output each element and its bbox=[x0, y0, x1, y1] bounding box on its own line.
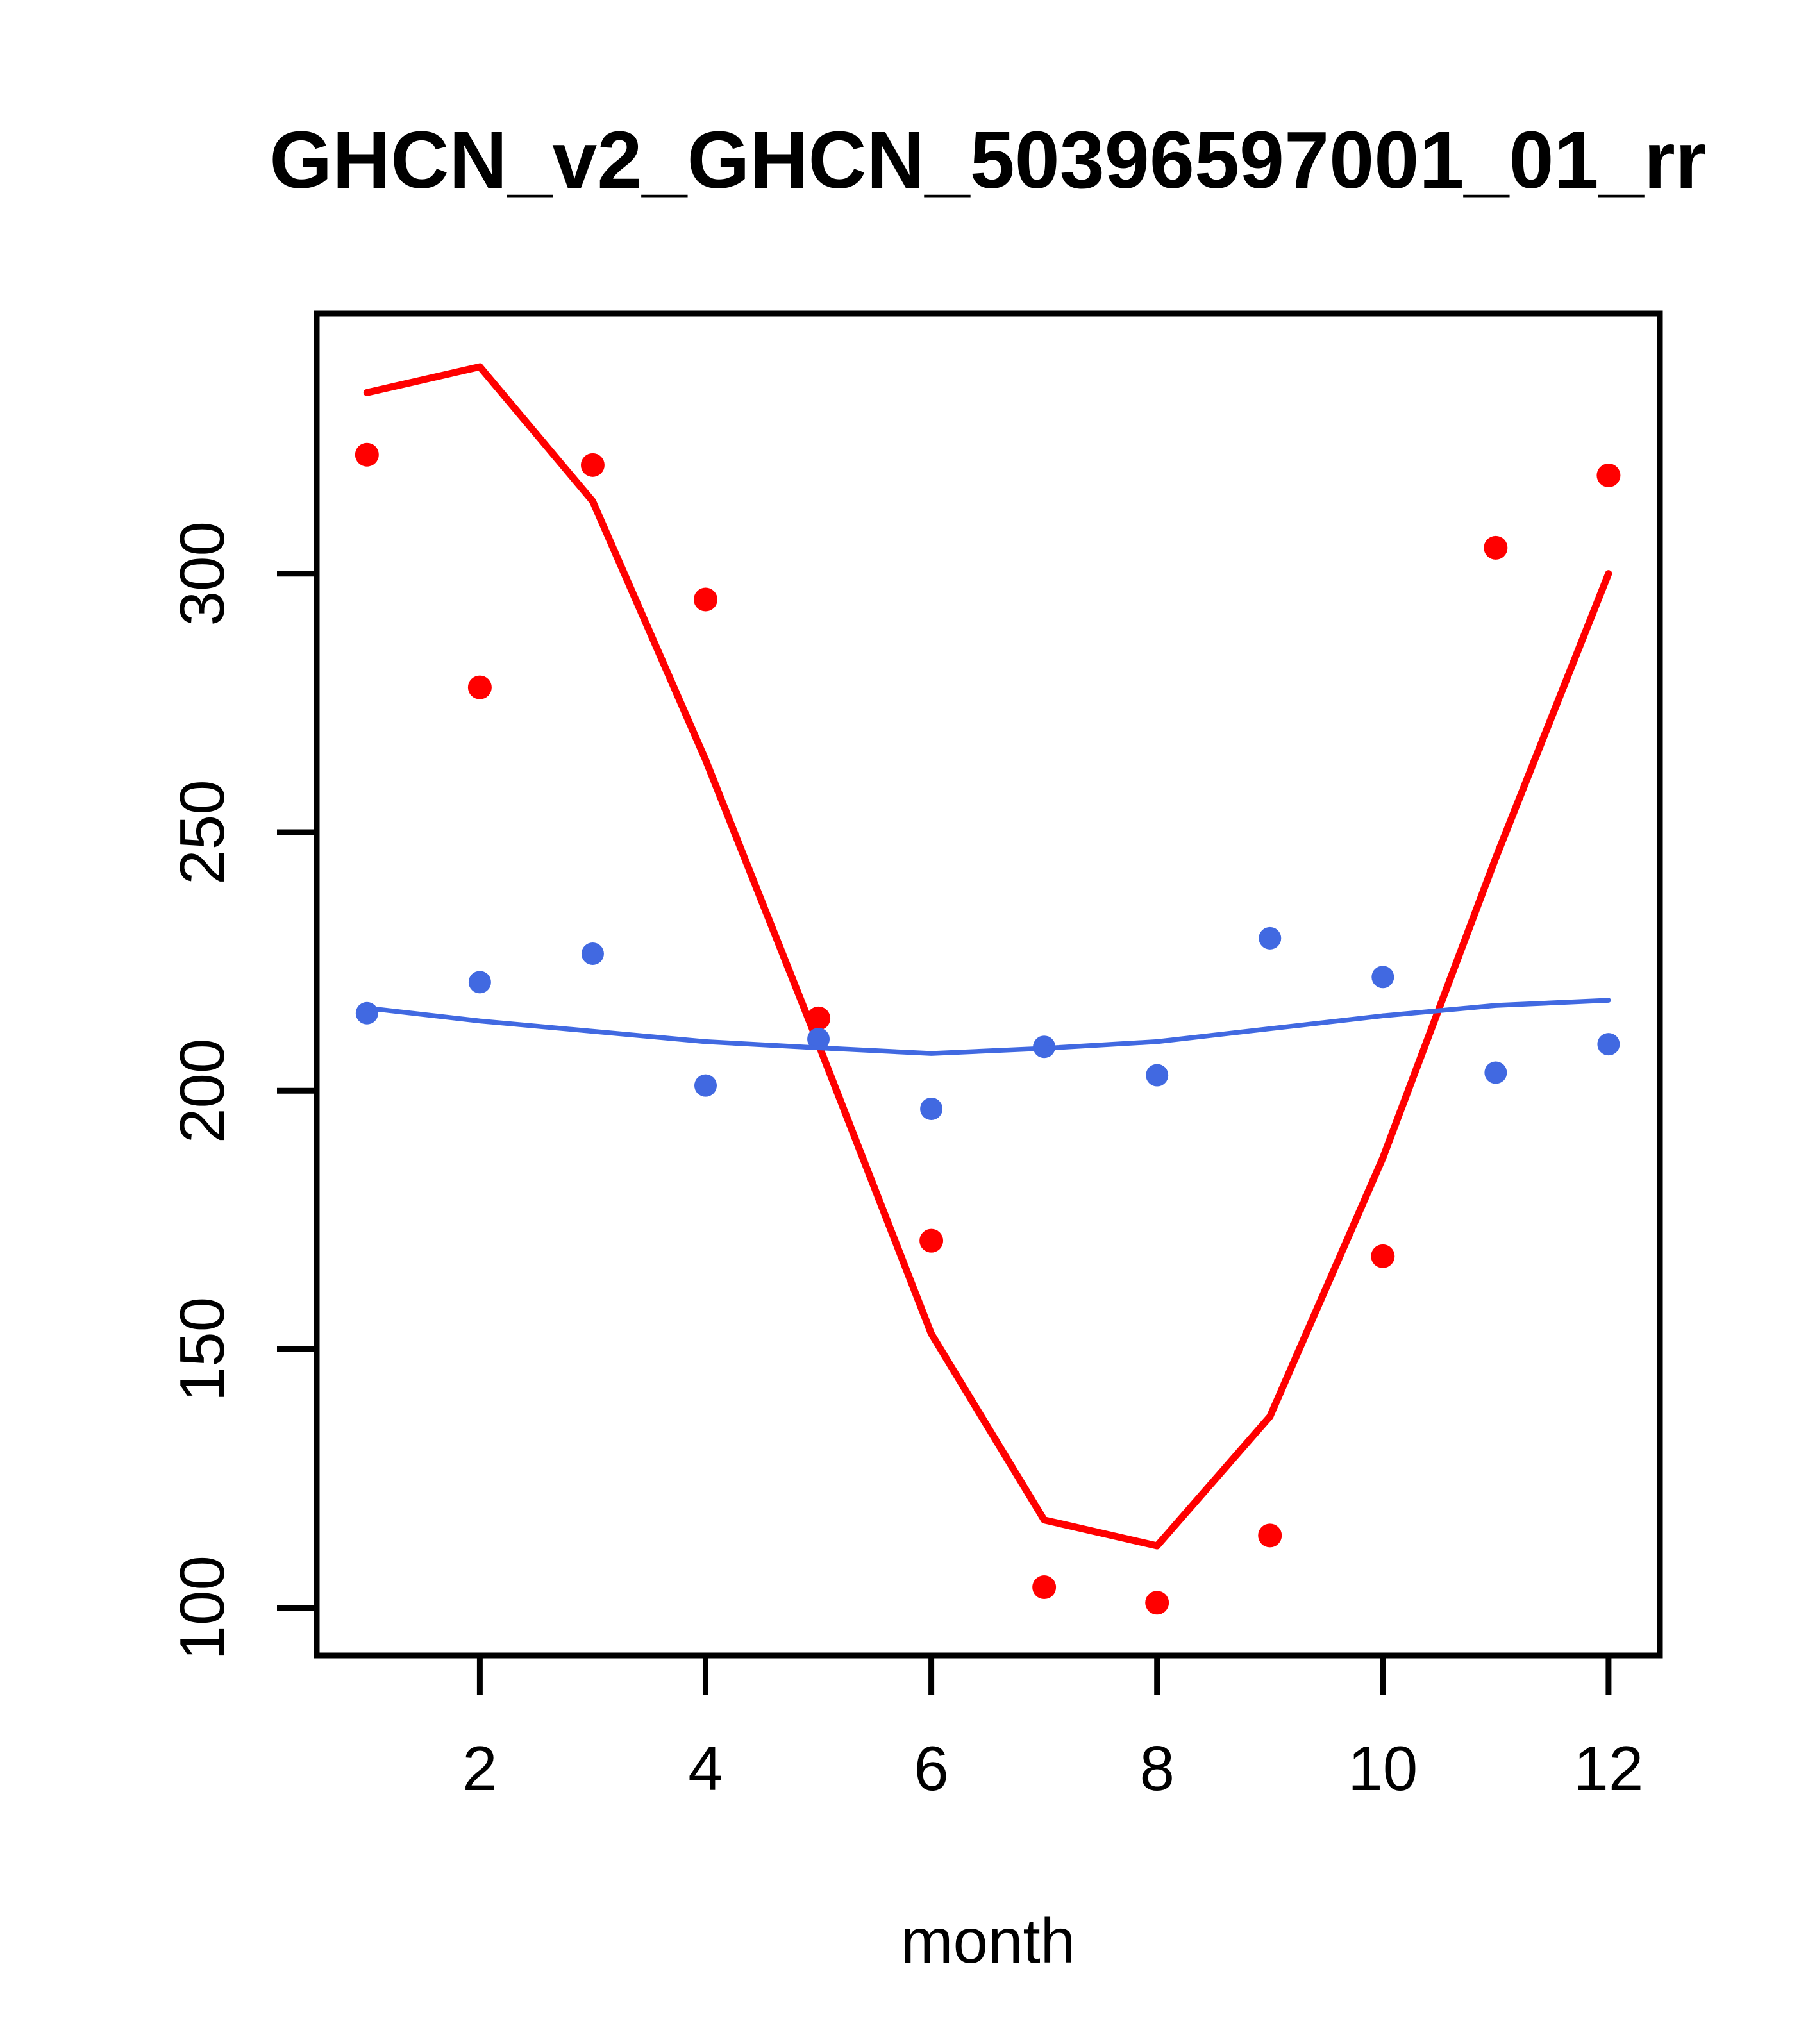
red-data-point bbox=[580, 453, 605, 477]
blue-data-point bbox=[920, 1097, 943, 1120]
x-tick-label: 10 bbox=[1348, 1733, 1418, 1804]
blue-data-point bbox=[1371, 966, 1394, 989]
chart-title: GHCN_v2_GHCN_50396597001_01_rr bbox=[269, 115, 1707, 205]
blue-data-point bbox=[1146, 1064, 1169, 1087]
y-tick-label: 100 bbox=[167, 1555, 237, 1661]
blue-line-series bbox=[364, 998, 1611, 1056]
x-tick-label: 6 bbox=[914, 1733, 949, 1804]
red-data-point bbox=[1484, 535, 1508, 560]
red-line bbox=[363, 363, 1612, 1550]
blue-data-point bbox=[468, 971, 491, 994]
blue-data-point bbox=[807, 1028, 830, 1051]
x-tick-label: 2 bbox=[462, 1733, 498, 1804]
red-data-point bbox=[355, 442, 379, 467]
red-data-point bbox=[1032, 1575, 1057, 1600]
y-tick-label: 300 bbox=[167, 521, 237, 626]
y-tick-label: 250 bbox=[167, 780, 237, 885]
red-data-point bbox=[1596, 463, 1621, 487]
x-tick-label: 8 bbox=[1139, 1733, 1175, 1804]
red-data-point bbox=[1145, 1591, 1169, 1615]
plot-border bbox=[314, 310, 1663, 1659]
red-points-series bbox=[355, 442, 1621, 1615]
blue-data-point bbox=[581, 942, 604, 966]
blue-line bbox=[364, 998, 1611, 1056]
blue-data-point bbox=[694, 1074, 717, 1097]
x-axis-title: month bbox=[901, 1906, 1075, 1976]
blue-data-point bbox=[1484, 1061, 1507, 1084]
red-data-point bbox=[467, 675, 492, 699]
blue-data-point bbox=[1597, 1033, 1620, 1056]
y-tick-label: 200 bbox=[167, 1038, 237, 1143]
series-layer bbox=[355, 363, 1621, 1615]
red-data-point bbox=[693, 587, 717, 612]
blue-data-point bbox=[1259, 926, 1282, 950]
y-tick-label: 150 bbox=[167, 1297, 237, 1402]
red-data-point bbox=[919, 1228, 944, 1253]
x-tick-label: 4 bbox=[688, 1733, 723, 1804]
red-data-point bbox=[1371, 1244, 1395, 1268]
axes-layer: 2 4 6 8 10 12 100 150 200 250 300 bbox=[167, 310, 1663, 1804]
red-data-point bbox=[1258, 1523, 1282, 1548]
red-line-series bbox=[363, 363, 1612, 1550]
x-tick-label: 12 bbox=[1573, 1733, 1643, 1804]
blue-data-point bbox=[355, 1001, 378, 1025]
